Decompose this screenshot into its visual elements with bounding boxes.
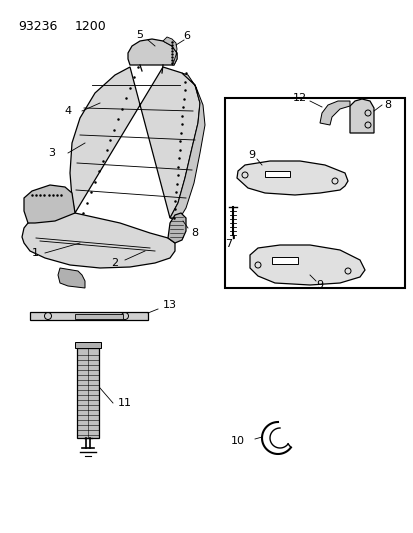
Text: 2: 2 <box>111 258 118 268</box>
Text: 11: 11 <box>118 398 132 408</box>
Text: 9: 9 <box>248 150 255 160</box>
Bar <box>75 342 101 348</box>
Text: 5: 5 <box>136 30 143 40</box>
Text: 13: 13 <box>163 300 177 310</box>
Text: 8: 8 <box>191 228 198 238</box>
Text: 10: 10 <box>230 436 244 446</box>
Bar <box>75 314 123 319</box>
Polygon shape <box>170 73 204 221</box>
Polygon shape <box>163 37 177 65</box>
Polygon shape <box>236 161 347 195</box>
Polygon shape <box>319 101 349 125</box>
Text: 12: 12 <box>292 93 306 103</box>
Polygon shape <box>24 185 75 223</box>
Text: 8: 8 <box>384 100 391 110</box>
Polygon shape <box>70 67 199 218</box>
Bar <box>224 98 404 288</box>
Text: 4: 4 <box>64 106 71 116</box>
Polygon shape <box>22 213 175 268</box>
Polygon shape <box>349 99 373 133</box>
Polygon shape <box>271 257 297 264</box>
Text: 1: 1 <box>31 248 38 258</box>
Polygon shape <box>168 213 185 243</box>
Polygon shape <box>58 268 85 288</box>
Text: 93236: 93236 <box>18 20 57 33</box>
Polygon shape <box>30 312 147 320</box>
Text: 6: 6 <box>183 31 190 41</box>
Text: 1200: 1200 <box>75 20 107 33</box>
Polygon shape <box>264 171 289 177</box>
Text: 3: 3 <box>48 148 55 158</box>
Bar <box>77 348 99 438</box>
Polygon shape <box>249 245 364 285</box>
Text: 9: 9 <box>316 280 323 290</box>
Text: 7: 7 <box>225 239 232 249</box>
Polygon shape <box>128 39 177 65</box>
